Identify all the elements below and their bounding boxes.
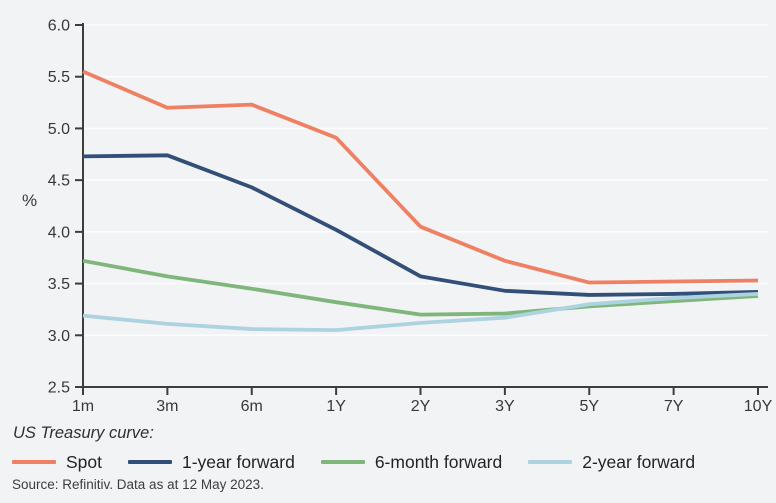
series-line-1-year-forward [82, 153, 759, 297]
legend-label-spot: Spot [66, 451, 102, 472]
legend-title: US Treasury curve: [13, 424, 154, 442]
x-tick-label: 1m [72, 398, 94, 415]
series-line-6-month-forward [82, 258, 759, 317]
y-tick-label: 4.5 [48, 173, 70, 190]
x-tick-label: 2Y [411, 398, 431, 415]
x-tick-label: 1Y [326, 398, 346, 415]
x-tick-label: 5Y [579, 398, 599, 415]
x-tick-label: 6m [241, 398, 263, 415]
x-tick-label: 3m [156, 398, 178, 415]
y-tick-label: 3.5 [48, 276, 70, 293]
source-note: Source: Refinitiv. Data as at 12 May 202… [12, 477, 264, 492]
legend-item-2-year-forward: 2-year forward [528, 452, 695, 473]
chart-legend: Spot 1-year forward 6-month forward 2-ye… [12, 450, 695, 474]
x-tick-label: 3Y [495, 398, 515, 415]
legend-label-2-year-forward: 2-year forward [582, 451, 696, 472]
y-tick-label: 5.5 [48, 69, 70, 86]
legend-item-spot: Spot [12, 452, 102, 473]
y-tick-label: 2.5 [48, 380, 70, 397]
legend-swatch-6-month-forward [320, 460, 365, 464]
legend-label-1-year-forward: 1-year forward [182, 451, 295, 472]
y-tick-label: 5.0 [48, 121, 70, 138]
legend-item-6-month-forward: 6-month forward [320, 451, 503, 473]
y-tick-label: 4.0 [48, 224, 70, 241]
series-line-spot [82, 69, 759, 285]
legend-label-6-month-forward: 6-month forward [374, 451, 503, 472]
legend-swatch-1-year-forward [128, 460, 172, 464]
legend-swatch-2-year-forward [528, 460, 573, 464]
x-tick-label: 7Y [664, 398, 684, 415]
x-tick-label: 10Y [744, 398, 773, 415]
y-tick-label: 6.0 [48, 18, 70, 35]
y-axis-unit-label: % [22, 191, 38, 210]
legend-swatch-spot [12, 460, 56, 464]
series-line-2-year-forward [82, 292, 759, 333]
y-tick-label: 3.0 [48, 328, 70, 345]
legend-item-1-year-forward: 1-year forward [128, 452, 295, 473]
